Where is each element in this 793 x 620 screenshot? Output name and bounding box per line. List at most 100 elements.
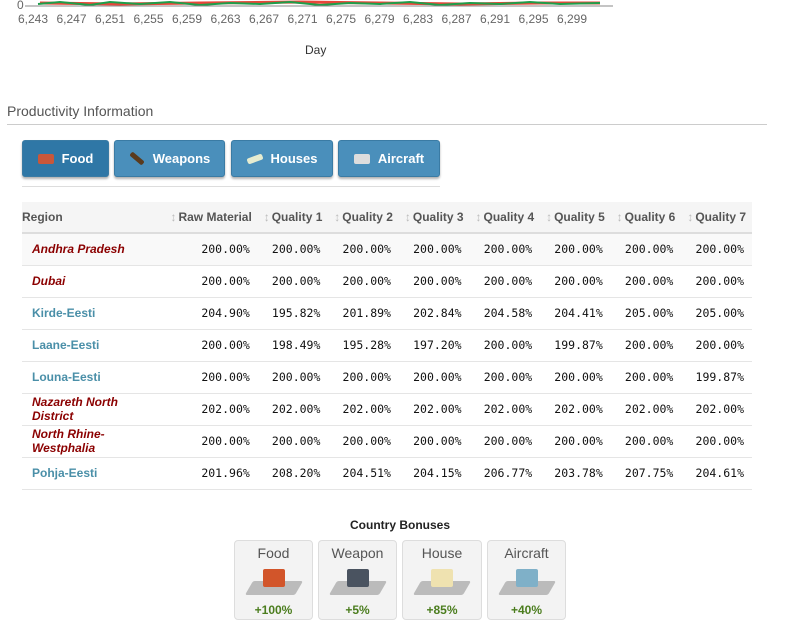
productivity-value: 200.00% xyxy=(540,425,611,458)
productivity-value: 200.00% xyxy=(170,329,258,362)
chart-plot xyxy=(25,0,613,7)
table-row: Pohja-Eesti 201.96% 208.20% 204.51% 204.15% 2… xyxy=(22,457,752,490)
productivity-value: 200.00% xyxy=(610,265,682,298)
tab-label: Weapons xyxy=(152,151,211,166)
productivity-value: 204.61% xyxy=(681,457,752,490)
header-label: Region xyxy=(22,210,63,224)
x-tick-label: 6,283 xyxy=(402,12,434,26)
productivity-value: 205.00% xyxy=(610,297,682,330)
productivity-value: 202.00% xyxy=(681,393,752,426)
bonuses-title: Country Bonuses xyxy=(350,518,451,532)
region-link[interactable]: Pohja-Eesti xyxy=(22,457,171,490)
x-tick-label: 6,299 xyxy=(556,12,588,26)
x-tick-label: 6,287 xyxy=(441,12,472,26)
productivity-value: 200.00% xyxy=(610,233,682,266)
table-row: Kirde-Eesti 204.90% 195.82% 201.89% 202.84% 2… xyxy=(22,297,752,330)
tab-label: Aircraft xyxy=(377,151,425,166)
x-tick-label: 6,247 xyxy=(56,12,87,26)
sort-icon[interactable]: ↕ xyxy=(475,210,482,224)
productivity-value: 200.00% xyxy=(540,233,611,266)
column-header[interactable]: ↕ Quality 5 xyxy=(540,202,611,234)
houses-icon xyxy=(245,152,264,165)
productivity-value: 202.00% xyxy=(328,393,399,426)
productivity-value: 202.00% xyxy=(610,393,682,426)
productivity-value: 200.00% xyxy=(469,329,541,362)
sort-icon[interactable]: ↕ xyxy=(546,210,553,224)
column-header[interactable]: Region xyxy=(22,202,171,234)
region-link[interactable]: Louna-Eesti xyxy=(22,361,171,394)
productivity-value: 200.00% xyxy=(610,361,682,394)
section-title: Productivity Information xyxy=(7,103,154,119)
productivity-value: 200.00% xyxy=(681,425,752,458)
column-header[interactable]: ↕ Quality 1 xyxy=(257,202,329,234)
productivity-value: 202.00% xyxy=(540,393,611,426)
column-header[interactable]: ↕ Quality 6 xyxy=(610,202,682,234)
y-tick-label: 0 xyxy=(17,0,24,12)
productivity-value: 200.00% xyxy=(328,265,399,298)
bonus-card-house: House +85% xyxy=(402,540,482,620)
tab-food[interactable]: Food xyxy=(22,140,109,177)
productivity-value: 198.49% xyxy=(257,329,329,362)
productivity-value: 200.00% xyxy=(469,233,541,266)
food-building-icon xyxy=(244,567,303,597)
productivity-value: 200.00% xyxy=(328,361,399,394)
productivity-value: 205.00% xyxy=(681,297,752,330)
productivity-value: 202.84% xyxy=(398,297,470,330)
productivity-value: 200.00% xyxy=(328,425,399,458)
productivity-value: 200.00% xyxy=(540,265,611,298)
productivity-value: 200.00% xyxy=(170,361,258,394)
productivity-value: 200.00% xyxy=(257,265,329,298)
column-header[interactable]: ↕ Quality 2 xyxy=(328,202,399,234)
bonus-label: Weapon xyxy=(331,545,384,561)
productivity-value: 200.00% xyxy=(398,233,470,266)
productivity-value: 200.00% xyxy=(681,233,752,266)
column-header[interactable]: ↕ Quality 4 xyxy=(469,202,541,234)
productivity-value: 207.75% xyxy=(610,457,682,490)
x-tick-label: 6,295 xyxy=(518,12,549,26)
region-link[interactable]: Dubai xyxy=(22,265,171,298)
productivity-value: 200.00% xyxy=(170,233,258,266)
bonus-card-food: Food +100% xyxy=(234,540,313,620)
x-tick-label: 6,243 xyxy=(17,12,49,26)
bonus-value: +85% xyxy=(426,603,458,617)
region-link[interactable]: Andhra Pradesh xyxy=(22,233,171,266)
region-link[interactable]: Laane-Eesti xyxy=(22,329,171,362)
bonus-card-aircraft: Aircraft +40% xyxy=(487,540,566,620)
header-label: Raw Material xyxy=(178,210,252,224)
column-header[interactable]: ↕ Quality 7 xyxy=(681,202,752,234)
house-building-icon xyxy=(412,567,472,597)
header-label: Quality 6 xyxy=(624,210,676,224)
productivity-value: 204.41% xyxy=(540,297,611,330)
sort-icon[interactable]: ↕ xyxy=(263,210,270,224)
region-link[interactable]: North Rhine-Westphalia xyxy=(22,425,171,458)
sort-icon[interactable]: ↕ xyxy=(616,210,623,224)
productivity-value: 200.00% xyxy=(681,329,752,362)
productivity-value: 204.90% xyxy=(170,297,258,330)
tab-aircraft[interactable]: Aircraft xyxy=(338,140,440,177)
productivity-value: 202.00% xyxy=(469,393,541,426)
productivity-value: 200.00% xyxy=(257,361,329,394)
productivity-value: 202.00% xyxy=(257,393,329,426)
column-header[interactable]: ↕ Raw Material xyxy=(170,202,258,234)
header-label: Quality 3 xyxy=(412,210,464,224)
bonus-value: +5% xyxy=(345,603,370,617)
region-link[interactable]: Nazareth North District xyxy=(22,393,171,426)
sort-icon[interactable]: ↕ xyxy=(687,210,694,224)
region-link[interactable]: Kirde-Eesti xyxy=(22,297,171,330)
productivity-value: 200.00% xyxy=(328,233,399,266)
header-label: Quality 1 xyxy=(271,210,323,224)
x-tick-label: 6,255 xyxy=(133,12,164,26)
divider xyxy=(22,186,440,187)
tab-weapons[interactable]: Weapons xyxy=(114,140,225,177)
tab-label: Food xyxy=(61,151,94,166)
sort-icon[interactable]: ↕ xyxy=(404,210,411,224)
table-row: Louna-Eesti 200.00% 200.00% 200.00% 200.00% 2… xyxy=(22,361,752,394)
sort-icon[interactable]: ↕ xyxy=(170,210,177,224)
x-tick-label: 6,251 xyxy=(94,12,126,26)
sort-icon[interactable]: ↕ xyxy=(334,210,341,224)
productivity-value: 200.00% xyxy=(469,361,541,394)
tab-houses[interactable]: Houses xyxy=(231,140,333,177)
productivity-value: 204.51% xyxy=(328,457,399,490)
column-header[interactable]: ↕ Quality 3 xyxy=(398,202,470,234)
x-tick-label: 6,263 xyxy=(210,12,241,26)
